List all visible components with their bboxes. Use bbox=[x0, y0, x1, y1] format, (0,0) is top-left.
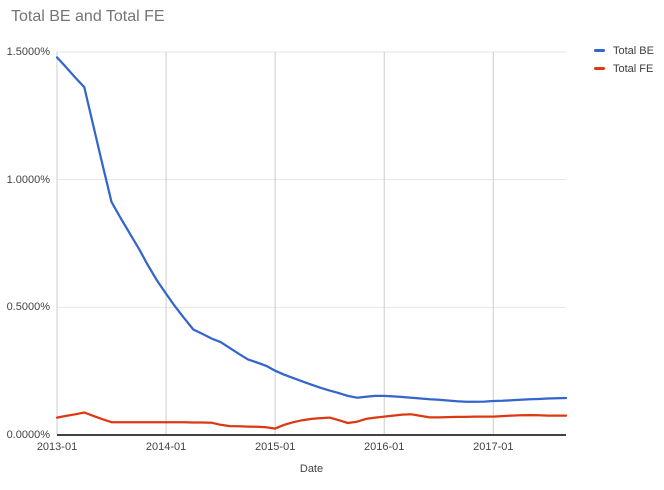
legend-item-total-fe: Total FE bbox=[594, 62, 654, 75]
legend-label: Total FE bbox=[613, 62, 654, 75]
series-line-total-be bbox=[55, 56, 568, 403]
x-tick-label: 2013-01 bbox=[36, 441, 78, 453]
x-tick-label: 2017-01 bbox=[473, 441, 514, 453]
legend-label: Total BE bbox=[613, 44, 654, 57]
y-tick-label: 0.5000% bbox=[6, 301, 50, 314]
legend-swatch-icon bbox=[594, 49, 605, 52]
chart-title: Total BE and Total FE bbox=[11, 8, 165, 25]
legend-swatch-icon bbox=[594, 67, 605, 70]
x-tick-label: 2014-01 bbox=[145, 441, 187, 453]
y-tick-label: 0.0000% bbox=[6, 429, 50, 441]
x-axis-title: Date bbox=[299, 463, 324, 475]
series-line-total-fe bbox=[55, 411, 568, 430]
y-tick-label: 1.0000% bbox=[6, 173, 50, 186]
legend: Total BE Total FE bbox=[594, 44, 654, 80]
x-tick-label: 2016-01 bbox=[364, 441, 405, 453]
x-tick-label: 2015-01 bbox=[254, 441, 296, 453]
legend-item-total-be: Total BE bbox=[594, 44, 654, 57]
y-tick-label: 1.5000% bbox=[6, 46, 50, 58]
